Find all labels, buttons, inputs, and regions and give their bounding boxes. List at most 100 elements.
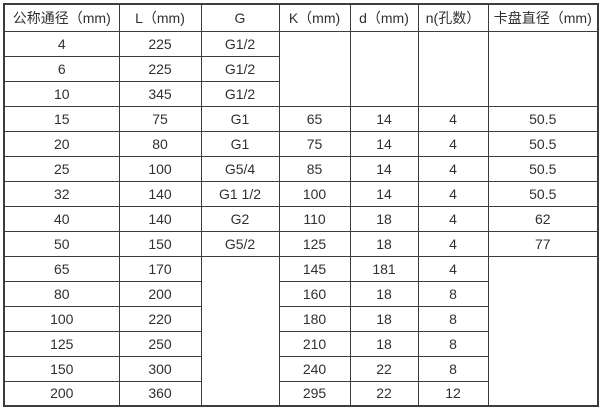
cell-dn: 50 — [3, 230, 120, 257]
cell-k: 110 — [278, 205, 351, 232]
cell-d: 14 — [349, 130, 419, 157]
cell-n: 4 — [417, 105, 489, 132]
cell-d: 181 — [349, 255, 419, 282]
column-header-g: G — [200, 3, 280, 32]
cell-dn: 25 — [3, 155, 120, 182]
cell-k: 180 — [278, 305, 351, 332]
spec-table: 公称通径（mm) L（mm) G K（mm) d（mm) n(孔数） 卡盘直径（… — [3, 3, 599, 407]
cell-g: G1 — [200, 105, 280, 132]
cell-k: 295 — [278, 380, 351, 407]
cell-dn: 200 — [3, 380, 120, 407]
cell-k: 210 — [278, 330, 351, 357]
column-header-k: K（mm) — [278, 3, 351, 32]
cell-g: G5/4 — [200, 155, 280, 182]
cell-n: 4 — [417, 205, 489, 232]
cell-k: 100 — [278, 180, 351, 207]
merged-empty-cell-d — [349, 30, 419, 107]
cell-dn: 10 — [3, 80, 120, 107]
table-body: 4 225 G1/2 6 225 G1/2 10 345 G1/2 15 75 — [3, 30, 599, 407]
cell-d: 22 — [349, 380, 419, 407]
cell-d: 18 — [349, 330, 419, 357]
cell-g: G5/2 — [200, 230, 280, 257]
table-row: 200 360 295 22 12 — [3, 380, 598, 407]
cell-d: 18 — [349, 230, 419, 257]
cell-k: 85 — [278, 155, 351, 182]
cell-g: G1/2 — [200, 30, 280, 57]
cell-dn: 6 — [3, 55, 120, 82]
cell-l: 220 — [118, 305, 202, 332]
merged-empty-cell-k — [278, 30, 351, 107]
table-row: 150 300 240 22 8 — [3, 355, 598, 382]
cell-l: 140 — [118, 205, 202, 232]
cell-dn: 4 — [3, 30, 120, 57]
cell-dn: 20 — [3, 130, 120, 157]
cell-g: G1/2 — [200, 80, 280, 107]
table-row: 25 100 G5/4 85 14 4 50.5 — [3, 155, 599, 182]
cell-dn: 40 — [3, 205, 120, 232]
header-row: 公称通径（mm) L（mm) G K（mm) d（mm) n(孔数） 卡盘直径（… — [3, 3, 599, 32]
merged-empty-cell-n — [417, 30, 489, 107]
table-row: 15 75 G1 65 14 4 50.5 — [3, 105, 599, 132]
cell-d: 18 — [349, 205, 419, 232]
cell-l: 170 — [118, 255, 202, 282]
cell-dn: 15 — [3, 105, 120, 132]
cell-d: 14 — [349, 155, 419, 182]
cell-d: 14 — [349, 105, 419, 132]
cell-l: 345 — [118, 80, 202, 107]
cell-chuck: 77 — [487, 230, 599, 257]
merged-empty-cell-chuck — [487, 255, 599, 407]
cell-l: 80 — [118, 130, 202, 157]
cell-n: 8 — [417, 355, 489, 382]
merged-empty-cell-g — [200, 255, 280, 407]
cell-l: 75 — [118, 105, 202, 132]
cell-n: 4 — [417, 230, 489, 257]
cell-n: 4 — [417, 130, 489, 157]
cell-n: 4 — [417, 180, 489, 207]
column-header-chuck-diameter: 卡盘直径（mm) — [487, 3, 599, 32]
cell-n: 4 — [417, 255, 489, 282]
cell-chuck: 62 — [487, 205, 599, 232]
cell-l: 150 — [118, 230, 202, 257]
cell-chuck: 50.5 — [487, 155, 599, 182]
cell-k: 125 — [278, 230, 351, 257]
table-row: 80 200 160 18 8 — [3, 280, 598, 307]
cell-l: 360 — [118, 380, 202, 407]
table-row: 6 225 G1/2 — [3, 55, 598, 82]
table-row: 4 225 G1/2 — [3, 30, 599, 107]
cell-g: G2 — [200, 205, 280, 232]
cell-chuck: 50.5 — [487, 180, 599, 207]
cell-dn: 125 — [3, 330, 120, 357]
cell-d: 18 — [349, 280, 419, 307]
cell-dn: 80 — [3, 280, 120, 307]
cell-dn: 32 — [3, 180, 120, 207]
cell-g: G1 1/2 — [200, 180, 280, 207]
column-header-l: L（mm) — [118, 3, 202, 32]
cell-k: 240 — [278, 355, 351, 382]
cell-n: 8 — [417, 330, 489, 357]
cell-dn: 150 — [3, 355, 120, 382]
column-header-nominal-diameter: 公称通径（mm) — [3, 3, 120, 32]
table-row: 125 250 210 18 8 — [3, 330, 598, 357]
cell-d: 22 — [349, 355, 419, 382]
cell-chuck: 50.5 — [487, 105, 599, 132]
cell-l: 200 — [118, 280, 202, 307]
cell-n: 8 — [417, 305, 489, 332]
cell-k: 160 — [278, 280, 351, 307]
cell-n: 4 — [417, 155, 489, 182]
table-row: 40 140 G2 110 18 4 62 — [3, 205, 599, 232]
cell-dn: 65 — [3, 255, 120, 282]
cell-n: 12 — [417, 380, 489, 407]
cell-l: 225 — [118, 30, 202, 57]
table-row: 20 80 G1 75 14 4 50.5 — [3, 130, 599, 157]
cell-n: 8 — [417, 280, 489, 307]
cell-l: 140 — [118, 180, 202, 207]
table-row: 32 140 G1 1/2 100 14 4 50.5 — [3, 180, 599, 207]
cell-d: 18 — [349, 305, 419, 332]
cell-l: 300 — [118, 355, 202, 382]
cell-k: 75 — [278, 130, 351, 157]
column-header-d: d（mm) — [349, 3, 419, 32]
cell-l: 225 — [118, 55, 202, 82]
cell-k: 65 — [278, 105, 351, 132]
table-row: 50 150 G5/2 125 18 4 77 — [3, 230, 599, 257]
